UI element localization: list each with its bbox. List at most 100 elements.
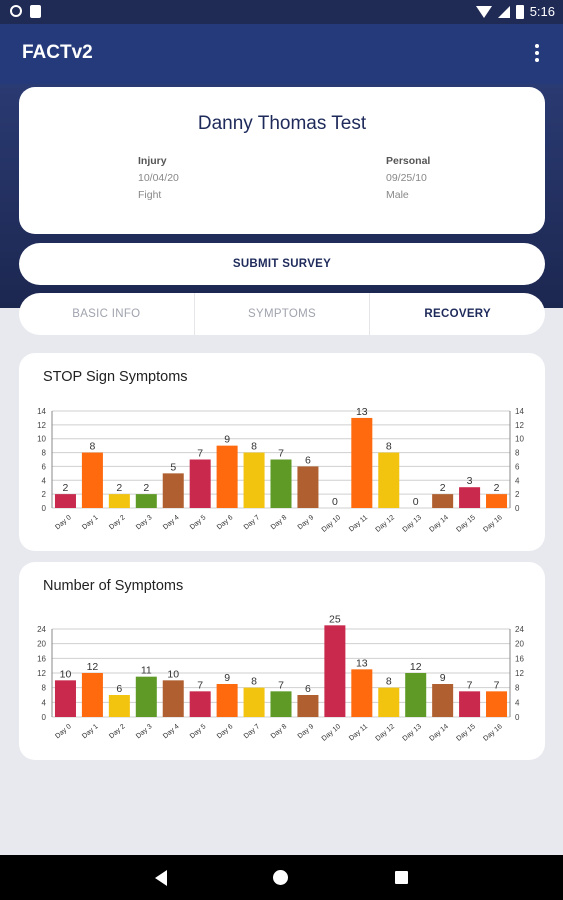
x-tick-label: Day 11	[348, 723, 369, 742]
bar	[108, 494, 130, 508]
sd-card-icon	[30, 5, 41, 18]
home-icon[interactable]	[273, 870, 288, 885]
y-tick-label-left: 2	[42, 490, 47, 499]
x-tick-label: Day 8	[270, 723, 289, 740]
back-icon[interactable]	[155, 870, 167, 886]
submit-survey-button[interactable]: SUBMIT SURVEY	[19, 243, 545, 285]
x-tick-label: Day 0	[54, 723, 73, 740]
tab-symptoms[interactable]: SYMPTOMS	[195, 293, 371, 335]
y-tick-label-left: 10	[37, 435, 46, 444]
y-tick-label-right: 24	[515, 625, 524, 634]
y-tick-label-right: 0	[515, 504, 520, 513]
bar	[162, 473, 184, 508]
profile-card: Danny Thomas Test Injury 10/04/20 Fight …	[19, 87, 545, 234]
bar	[216, 445, 238, 508]
data-label: 8	[386, 676, 392, 688]
x-tick-label: Day 12	[375, 723, 397, 743]
bar	[297, 695, 319, 717]
overflow-menu-icon[interactable]	[529, 42, 545, 64]
x-tick-label: Day 10	[321, 723, 343, 743]
wifi-icon	[475, 5, 492, 18]
bar	[243, 687, 265, 717]
system-nav-bar	[0, 855, 563, 900]
y-tick-label-right: 8	[515, 684, 520, 693]
patient-name: Danny Thomas Test	[197, 113, 367, 134]
bar	[270, 691, 292, 717]
data-label: 9	[224, 434, 230, 446]
x-tick-label: Day 13	[401, 723, 423, 743]
y-tick-label-left: 8	[42, 684, 47, 693]
app-title: FACTv2	[22, 42, 93, 63]
injury-info: Injury 10/04/20 Fight	[138, 153, 179, 204]
bar	[405, 673, 427, 717]
tab-basic-info[interactable]: BASIC INFO	[19, 293, 195, 335]
data-label: 9	[224, 672, 230, 684]
data-label: 0	[413, 496, 419, 508]
bar	[135, 676, 157, 717]
data-label: 7	[197, 448, 203, 460]
data-label: 8	[251, 676, 257, 688]
y-tick-label-right: 12	[515, 669, 524, 678]
y-tick-label-left: 6	[42, 462, 47, 471]
y-tick-label-left: 8	[42, 449, 47, 458]
x-tick-label: Day 11	[348, 514, 369, 533]
bar	[351, 417, 373, 508]
data-label: 3	[467, 475, 473, 487]
y-tick-label-right: 8	[515, 449, 520, 458]
y-tick-label-left: 4	[42, 698, 47, 707]
y-tick-label-right: 4	[515, 698, 520, 707]
data-label: 8	[251, 441, 257, 453]
y-tick-label-left: 12	[37, 669, 46, 678]
x-tick-label: Day 1	[81, 514, 100, 531]
x-tick-label: Day 15	[455, 723, 477, 743]
bar	[486, 691, 508, 717]
bar	[432, 494, 454, 508]
x-tick-label: Day 2	[108, 514, 127, 531]
y-tick-label-left: 16	[37, 654, 46, 663]
data-label: 11	[141, 665, 152, 677]
data-label: 6	[305, 683, 311, 695]
x-tick-label: Day 6	[216, 723, 235, 740]
bar	[81, 673, 103, 717]
y-tick-label-right: 4	[515, 476, 520, 485]
x-tick-label: Day 15	[455, 514, 477, 534]
x-tick-label: Day 16	[482, 514, 504, 534]
app-bar: FACTv2	[0, 24, 563, 84]
y-tick-label-left: 20	[37, 640, 46, 649]
y-tick-label-left: 24	[37, 625, 46, 634]
data-label: 7	[494, 679, 500, 691]
bar	[459, 691, 481, 717]
bar	[243, 452, 265, 508]
personal-heading: Personal	[386, 155, 431, 167]
data-label: 10	[167, 668, 179, 680]
bar	[486, 494, 508, 508]
x-tick-label: Day 5	[189, 723, 208, 740]
x-tick-label: Day 16	[482, 723, 504, 743]
data-label: 2	[63, 482, 69, 494]
sex: Male	[386, 189, 409, 201]
x-tick-label: Day 9	[297, 514, 316, 531]
bar	[81, 452, 103, 508]
x-tick-label: Day 7	[243, 514, 262, 531]
y-tick-label-right: 16	[515, 654, 524, 663]
bar	[54, 494, 76, 508]
y-tick-label-right: 0	[515, 713, 520, 722]
bar	[432, 684, 454, 717]
injury-heading: Injury	[138, 155, 167, 167]
tab-recovery[interactable]: RECOVERY	[424, 308, 491, 320]
data-label: 2	[494, 482, 500, 494]
data-label: 7	[467, 679, 473, 691]
y-tick-label-left: 12	[37, 421, 46, 430]
x-tick-label: Day 3	[135, 514, 154, 531]
bar	[54, 680, 76, 717]
bar	[351, 669, 373, 717]
y-tick-label-right: 12	[515, 421, 524, 430]
x-tick-label: Day 1	[81, 723, 100, 740]
y-tick-label-right: 6	[515, 462, 520, 471]
recent-apps-icon[interactable]	[395, 871, 408, 884]
y-tick-label-right: 20	[515, 640, 524, 649]
signal-icon	[497, 5, 510, 18]
data-label: 2	[143, 482, 149, 494]
x-tick-label: Day 6	[216, 514, 235, 531]
